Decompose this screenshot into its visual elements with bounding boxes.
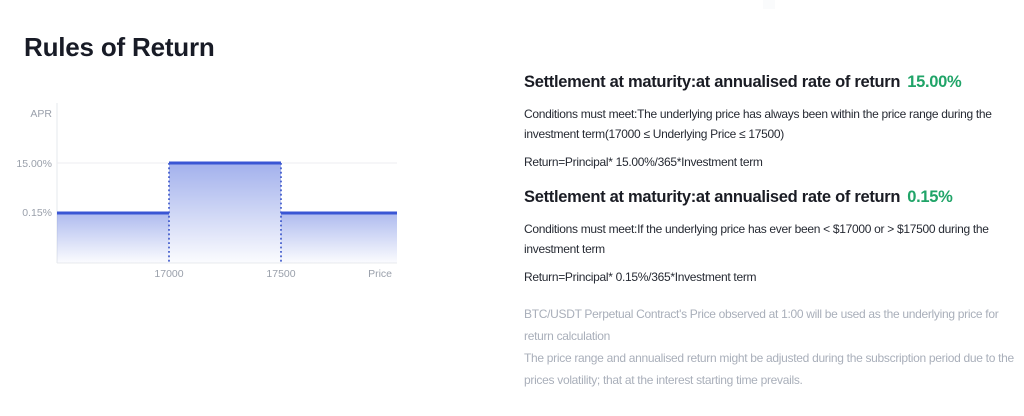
apr-price-chart-svg: APR 15.00% 0.15% 17000 17500 Price xyxy=(16,103,397,280)
page-title: Rules of Return xyxy=(24,32,215,62)
settlement-section-high-rate: Settlement at maturity:at annualised rat… xyxy=(524,71,1024,171)
y-axis-label: APR xyxy=(30,108,52,120)
return-formula: Return=Principal* 15.00%/365*Investment … xyxy=(524,155,763,169)
settlement-heading-text: Settlement at maturity:at annualised rat… xyxy=(524,73,901,91)
annualised-rate-value: 15.00% xyxy=(907,73,962,91)
fill-right-segment xyxy=(281,213,397,263)
x-tick-17000: 17000 xyxy=(154,268,183,280)
top-edge-artifact xyxy=(763,0,775,9)
settlement-heading: Settlement at maturity:at annualised rat… xyxy=(524,186,1024,208)
x-tick-17500: 17500 xyxy=(266,268,295,280)
disclaimer-adjustment: The price range and annualised return mi… xyxy=(524,351,1014,387)
conditions-text: Conditions must meet:The underlying pric… xyxy=(524,107,992,141)
disclaimer: BTC/USDT Perpetual Contract's Price obse… xyxy=(524,303,1024,391)
x-axis-label: Price xyxy=(368,268,392,280)
annualised-rate-value: 0.15% xyxy=(907,188,953,206)
rules-text-column: Settlement at maturity:at annualised rat… xyxy=(524,71,1024,391)
settlement-heading: Settlement at maturity:at annualised rat… xyxy=(524,71,1024,93)
conditions-text: Conditions must meet:If the underlying p… xyxy=(524,222,989,256)
y-tick-015-percent: 0.15% xyxy=(22,207,52,219)
settlement-heading-text: Settlement at maturity:at annualised rat… xyxy=(524,188,901,206)
return-formula: Return=Principal* 0.15%/365*Investment t… xyxy=(524,270,757,284)
fill-left-segment xyxy=(57,213,169,263)
y-tick-15-percent: 15.00% xyxy=(16,158,52,170)
settlement-section-low-rate: Settlement at maturity:at annualised rat… xyxy=(524,186,1024,286)
disclaimer-underlying-price: BTC/USDT Perpetual Contract's Price obse… xyxy=(524,307,999,343)
fill-middle-segment xyxy=(169,163,281,263)
apr-price-chart: APR 15.00% 0.15% 17000 17500 Price xyxy=(0,95,420,295)
